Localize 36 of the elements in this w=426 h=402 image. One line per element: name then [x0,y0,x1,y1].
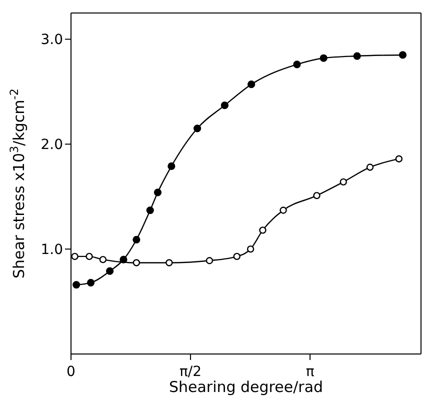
point [313,192,320,200]
point [220,102,228,110]
point [132,236,140,244]
point [293,60,301,68]
point [86,278,95,286]
point [398,51,407,59]
point [194,124,202,132]
point [366,164,374,171]
x-tick-label: π [306,364,315,380]
point [154,188,162,196]
y-tick-label: 3.0 [40,32,63,48]
point [71,252,78,260]
point [353,52,361,60]
point [280,206,287,214]
point [320,54,328,62]
point [246,245,254,253]
point [166,259,173,266]
point [106,267,114,275]
point [259,226,266,234]
point [168,162,176,170]
y-tick-label: 1.0 [40,242,63,258]
x-axis-title: Shearing degree/rad [168,378,324,396]
point [146,206,154,214]
point [395,155,403,162]
point [340,178,347,186]
point [248,80,256,88]
point [86,252,93,260]
x-tick-label: π/2 [179,364,202,380]
point [72,280,80,289]
y-tick-label: 2.0 [40,137,63,154]
x-tick-label: 0 [66,364,76,380]
point [206,257,214,264]
point [99,256,107,264]
point [120,256,128,264]
point [132,259,140,266]
point [233,252,240,260]
